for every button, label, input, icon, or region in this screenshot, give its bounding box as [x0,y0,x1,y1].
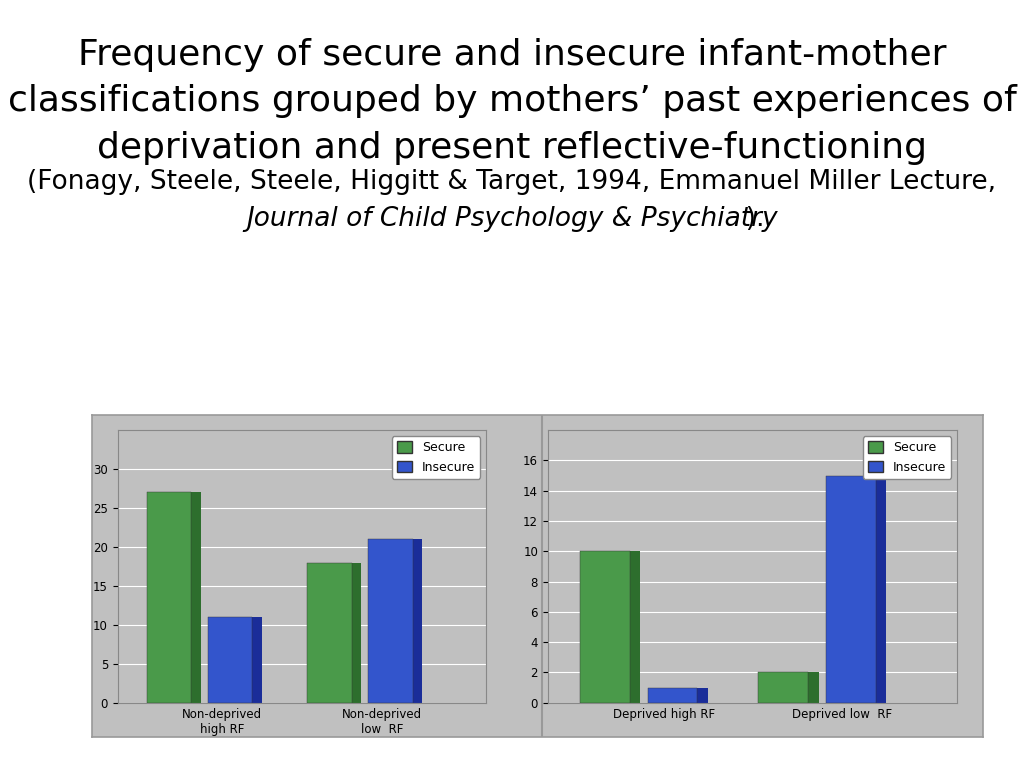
Text: deprivation and present reflective-functioning: deprivation and present reflective-funct… [97,131,927,164]
Bar [658,687,709,703]
Bar [591,551,640,703]
Bar [217,617,262,703]
Text: classifications grouped by mothers’ past experiences of: classifications grouped by mothers’ past… [7,84,1017,118]
Text: Frequency of secure and insecure infant-mother: Frequency of secure and insecure infant-… [78,38,946,72]
Bar [316,562,361,703]
Bar [769,673,818,703]
Bar [368,539,413,703]
Text: Journal of Child Psychology & Psychiatry: Journal of Child Psychology & Psychiatry [246,206,778,232]
Bar [758,673,808,703]
Legend: Secure, Insecure: Secure, Insecure [863,436,951,478]
Bar [580,551,630,703]
Bar [837,475,886,703]
Bar [208,617,252,703]
Bar [647,687,697,703]
Text: ).: ). [260,206,764,232]
Bar [378,539,422,703]
Bar [825,475,876,703]
Legend: Secure, Insecure: Secure, Insecure [392,436,480,478]
Text: (Fonagy, Steele, Steele, Higgitt & Target, 1994, Emmanuel Miller Lecture,: (Fonagy, Steele, Steele, Higgitt & Targe… [28,169,996,195]
Bar [307,562,352,703]
Bar [157,492,201,703]
Bar [146,492,191,703]
